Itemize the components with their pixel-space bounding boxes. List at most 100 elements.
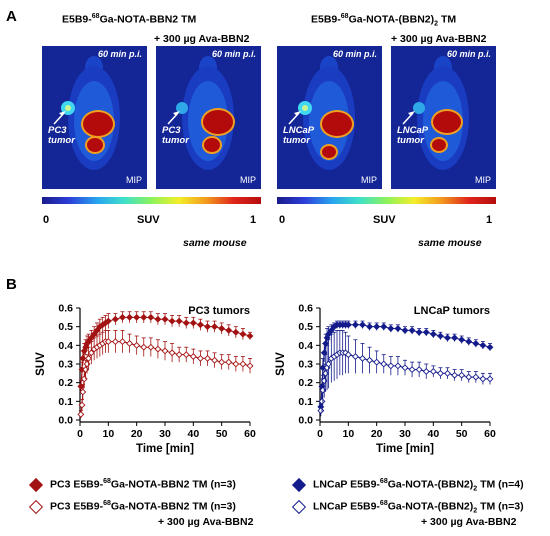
data-point <box>79 388 87 396</box>
data-point <box>408 326 416 334</box>
header-left: E5B9-68Ga-NOTA-BBN2 TM <box>62 13 197 26</box>
data-point <box>394 362 402 370</box>
pet-scan-lncap-blocked <box>402 56 469 170</box>
data-point <box>111 315 119 323</box>
data-point <box>161 315 169 323</box>
data-point <box>161 347 169 355</box>
data-point <box>218 358 226 366</box>
data-point <box>465 373 473 381</box>
mip-label: MIP <box>474 175 491 185</box>
legend-marker-open-red <box>28 499 44 515</box>
data-point <box>465 338 473 346</box>
series-line-1 <box>320 352 490 411</box>
data-point <box>239 360 247 368</box>
data-point <box>415 328 423 336</box>
data-point <box>196 321 204 329</box>
same-mouse-right: same mouse <box>418 237 482 249</box>
data-point <box>104 317 112 325</box>
data-point <box>429 368 437 375</box>
legend-item-2-subline: + 300 µg Ava-BBN2 <box>158 516 254 528</box>
data-point <box>140 343 148 351</box>
data-point <box>126 313 134 321</box>
tumor-label: LNCaP tumor <box>283 125 315 146</box>
colorbar-right-label: SUV <box>373 214 396 226</box>
pet-image-pc3: 60 min p.i. PC3 tumor MIP <box>42 46 147 189</box>
time-label: 60 min p.i. <box>97 49 142 59</box>
tumor-label: PC3 tumor <box>48 125 75 146</box>
panel-b-letter: B <box>6 276 17 293</box>
time-label: 60 min p.i. <box>332 49 377 59</box>
data-point <box>82 366 90 374</box>
data-point <box>133 341 141 349</box>
data-point <box>317 407 325 415</box>
data-point <box>373 323 381 331</box>
data-point <box>189 319 197 327</box>
pet-image-lncap-blocked: 60 min p.i. LNCaP tumor MIP <box>391 46 496 189</box>
data-point <box>325 330 332 338</box>
data-point <box>444 369 451 377</box>
data-point <box>80 375 88 383</box>
x-tick-label: 30 <box>399 428 411 440</box>
data-point <box>85 338 92 346</box>
x-axis-label: Time [min] <box>376 443 434 455</box>
y-axis-label: SUV <box>35 352 47 376</box>
x-tick-label: 20 <box>371 428 383 440</box>
colorbar-right <box>277 197 496 204</box>
colorbar-right-max: 1 <box>486 214 493 226</box>
legend-item-2: PC3 E5B9-68Ga-NOTA-BBN2 TM (n=3) <box>50 500 236 513</box>
x-tick-label: 60 <box>244 428 256 440</box>
data-point <box>87 349 95 357</box>
x-tick-label: 50 <box>456 428 468 440</box>
y-axis-label: SUV <box>275 352 287 376</box>
y-tick-label: 0.4 <box>298 340 313 352</box>
y-tick-label: 0.2 <box>58 377 73 389</box>
data-point <box>458 336 466 344</box>
data-point <box>147 313 155 321</box>
data-point <box>232 360 240 368</box>
x-tick-label: 10 <box>342 428 354 440</box>
data-point <box>479 375 487 383</box>
mip-label: MIP <box>125 175 142 185</box>
y-tick-label: 0.0 <box>58 415 73 427</box>
block-label-right: + 300 µg Ava-BBN2 <box>391 33 487 45</box>
data-point <box>380 323 388 331</box>
y-tick-label: 0.6 <box>298 303 313 315</box>
data-point <box>83 360 91 368</box>
data-point <box>486 375 494 383</box>
colorbar-left-max: 1 <box>250 214 257 226</box>
data-point <box>436 332 444 340</box>
x-tick-label: 10 <box>102 428 114 440</box>
y-tick-label: 0.0 <box>298 415 313 427</box>
pet-scan-pc3 <box>53 56 120 170</box>
legend-marker-filled-blue <box>291 477 307 493</box>
x-tick-label: 50 <box>216 428 228 440</box>
series-line-1 <box>80 341 251 415</box>
data-point <box>85 354 92 362</box>
x-tick-label: 20 <box>131 428 143 440</box>
data-point <box>451 334 459 342</box>
data-point <box>211 356 219 364</box>
legend-marker-filled-red <box>28 477 44 493</box>
data-point <box>189 353 197 360</box>
x-axis-label: Time [min] <box>136 443 194 455</box>
data-point <box>325 360 332 368</box>
tumor-label: PC3 tumor <box>162 125 189 146</box>
y-tick-label: 0.1 <box>298 396 313 408</box>
legend-marker-open-blue <box>291 499 307 515</box>
tumor-label: LNCaP tumor <box>397 125 429 146</box>
data-point <box>87 334 95 342</box>
chart-lncap-tumors: 0.0 0.1 0.2 0.3 0.4 0.5 0.6 0 10 20 30 40 50 60 Time [… <box>275 303 496 456</box>
data-point <box>472 340 480 347</box>
x-tick-label: 0 <box>317 428 323 440</box>
y-tick-label: 0.2 <box>298 377 313 389</box>
legend-item-1: PC3 E5B9-68Ga-NOTA-BBN2 TM (n=3) <box>50 478 236 491</box>
time-label: 60 min p.i. <box>446 49 491 59</box>
chart-pc3-tumors: 0.0 0.1 0.2 0.3 0.4 0.5 0.6 0 10 20 30 40 50 60 Time [… <box>35 303 256 456</box>
legend-item-3: LNCaP E5B9-68Ga-NOTA-(BBN2)2 TM (n=4) <box>313 478 524 493</box>
x-tick-label: 0 <box>77 428 83 440</box>
y-tick-label: 0.5 <box>298 321 313 333</box>
data-point <box>366 323 374 331</box>
data-point <box>394 325 402 332</box>
y-tick-label: 0.4 <box>58 340 73 352</box>
data-point <box>90 330 98 338</box>
